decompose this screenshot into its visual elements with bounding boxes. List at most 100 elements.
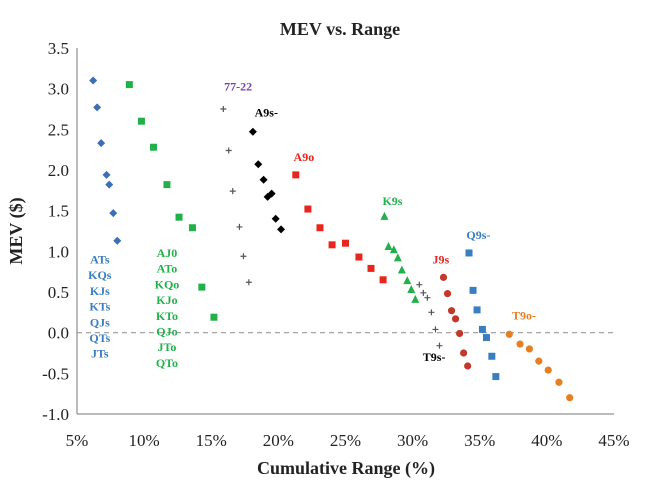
- y-tick-label: 0.5: [48, 283, 69, 302]
- data-point-plus: [240, 253, 247, 260]
- data-point-circle: [555, 378, 563, 386]
- hand-list-label: JTo: [157, 340, 176, 354]
- data-point-diamond: [271, 214, 280, 223]
- hand-list-label: KJs: [90, 284, 110, 298]
- y-tick-labels: -1.0 -0.5 0.0 0.5 1.0 1.5 2.0 2.5 3.0 3.5: [42, 39, 69, 424]
- data-point-circle: [447, 307, 456, 315]
- data-points: [89, 76, 574, 402]
- data-point-square: [198, 283, 206, 291]
- y-tick-label: 1.0: [48, 242, 69, 261]
- data-point-diamond: [93, 103, 102, 112]
- data-point-plus: [436, 342, 443, 349]
- data-point-plus: [225, 147, 232, 154]
- data-point-square: [482, 334, 490, 342]
- data-point-circle: [439, 273, 448, 281]
- annotation-label: Q9s-: [466, 228, 490, 242]
- data-point-square: [478, 325, 486, 333]
- hand-list-label: KJo: [156, 293, 177, 307]
- data-point-plus: [424, 294, 431, 301]
- data-point-circle: [460, 349, 468, 357]
- x-tick-label: 15%: [196, 431, 227, 450]
- data-point-plus: [229, 188, 236, 195]
- hand-list-label: KQo: [155, 277, 180, 291]
- data-point-square: [488, 352, 496, 360]
- data-point-plus: [428, 309, 435, 316]
- data-point-square: [175, 213, 183, 221]
- hand-list-label: JTs: [91, 347, 109, 361]
- data-point-triangle: [380, 211, 389, 220]
- x-axis-label: Cumulative Range (%): [257, 458, 435, 479]
- data-point-diamond: [277, 225, 286, 234]
- chart-title: MEV vs. Range: [280, 19, 400, 39]
- y-tick-label: 3.5: [48, 39, 69, 58]
- x-tick-label: 25%: [330, 431, 361, 450]
- data-point-diamond: [113, 236, 122, 245]
- data-point-circle: [525, 345, 534, 353]
- data-point-diamond: [97, 139, 106, 148]
- data-point-diamond: [102, 170, 111, 179]
- hand-list-label: QTo: [156, 356, 178, 370]
- hand-list-label: KTs: [89, 300, 110, 314]
- data-point-square: [367, 264, 375, 272]
- data-point-circle: [451, 315, 460, 323]
- data-point-triangle: [411, 294, 420, 303]
- hand-list-label: QJo: [156, 325, 177, 339]
- data-point-circle: [464, 362, 472, 370]
- data-point-diamond: [254, 160, 263, 169]
- annotation-label: 77-22: [224, 79, 252, 93]
- data-point-square: [465, 249, 473, 257]
- data-point-square: [292, 171, 300, 179]
- data-point-circle: [535, 357, 543, 365]
- data-point-triangle: [403, 276, 412, 285]
- x-tick-label: 30%: [397, 431, 428, 450]
- annotation-label: A9o: [294, 150, 315, 164]
- data-point-square: [188, 224, 196, 232]
- data-point-square: [150, 143, 158, 151]
- data-point-plus: [245, 279, 252, 286]
- data-point-circle: [544, 366, 552, 374]
- data-point-plus: [220, 106, 227, 112]
- x-tick-label: 20%: [263, 431, 294, 450]
- y-tick-label: 2.0: [48, 161, 69, 180]
- x-tick-label: 45%: [598, 431, 629, 450]
- data-point-square: [469, 286, 477, 294]
- data-point-square: [342, 239, 349, 247]
- hand-list-label: AJ0: [157, 246, 178, 260]
- y-tick-label: 3.0: [48, 80, 69, 99]
- data-point-plus: [416, 281, 423, 288]
- hand-list-label: KQs: [88, 268, 112, 282]
- data-point-square: [316, 224, 324, 232]
- hand-list-label: QJs: [90, 315, 110, 329]
- hand-list-label: ATs: [90, 253, 110, 267]
- data-point-triangle: [397, 265, 406, 274]
- data-point-plus: [236, 223, 243, 230]
- data-point-square: [473, 306, 481, 314]
- annotation-label: J9s: [432, 253, 449, 267]
- y-axis-label: MEV ($): [6, 197, 27, 264]
- hand-list-label: ATo: [157, 262, 178, 276]
- data-point-square: [492, 373, 500, 381]
- annotation-label: T9o-: [512, 309, 536, 323]
- data-point-circle: [516, 340, 524, 348]
- x-tick-labels: 5% 10% 15% 20% 25% 30% 35% 40% 45%: [66, 431, 630, 450]
- data-point-square: [210, 313, 218, 321]
- data-point-square: [163, 181, 171, 189]
- data-point-plus: [420, 289, 427, 296]
- data-point-triangle: [389, 245, 398, 254]
- plot-frame: [76, 48, 614, 415]
- data-point-square: [137, 117, 145, 125]
- hand-list-label: KTo: [156, 309, 178, 323]
- data-point-diamond: [105, 180, 114, 189]
- y-tick-label: -0.5: [42, 364, 69, 383]
- data-point-diamond: [267, 189, 276, 198]
- data-point-diamond: [259, 175, 268, 184]
- data-point-triangle: [393, 253, 402, 262]
- y-tick-label: -1.0: [42, 405, 69, 424]
- x-tick-label: 10%: [129, 431, 160, 450]
- data-point-diamond: [248, 127, 257, 136]
- data-point-square: [355, 253, 363, 261]
- y-tick-label: 0.0: [48, 324, 69, 343]
